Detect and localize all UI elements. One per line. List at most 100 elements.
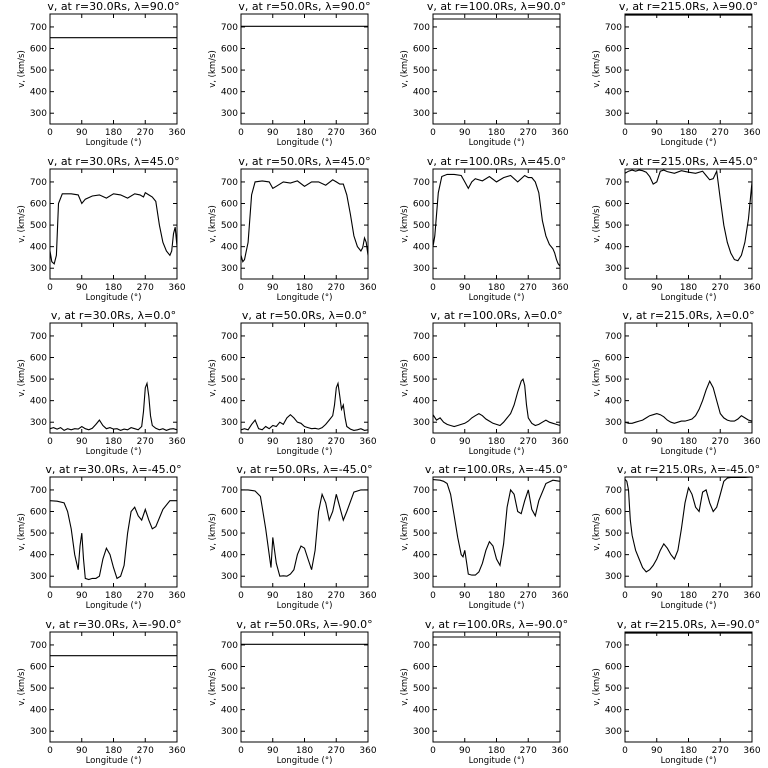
x-tick-label: 180 xyxy=(296,283,313,293)
y-tick-label: 400 xyxy=(413,88,430,98)
panel-r4-c1: v, at r=50.0Rs, λ=-90.0° 0 90 180 270 360 300 4… xyxy=(208,618,377,766)
panel-r0-c3: v, at r=215.0Rs, λ=90.0° 0 90 180 270 360 300 4… xyxy=(592,0,761,148)
y-tick-label: 300 xyxy=(221,109,238,119)
x-tick-label: 0 xyxy=(47,128,53,138)
panel-r1-c2: v, at r=100.0Rs, λ=45.0° 0 90 180 270 360 300 4… xyxy=(400,155,569,303)
x-tick-label: 180 xyxy=(296,746,313,756)
panel-title: v, at r=100.0Rs, λ=-90.0° xyxy=(425,618,568,631)
x-tick-label: 180 xyxy=(488,128,505,138)
y-tick-label: 700 xyxy=(30,332,47,342)
x-axis-label: Longitude (°) xyxy=(661,756,717,766)
y-tick-label: 500 xyxy=(30,529,47,539)
y-tick-label: 700 xyxy=(413,23,430,33)
panel-title: v, at r=215.0Rs, λ=-45.0° xyxy=(617,463,760,476)
y-tick-label: 700 xyxy=(605,641,622,651)
panel-r0-c1: v, at r=50.0Rs, λ=90.0° 0 90 180 270 360 300 40… xyxy=(208,0,377,148)
panel-title: v, at r=30.0Rs, λ=45.0° xyxy=(47,155,179,168)
x-tick-label: 180 xyxy=(680,591,697,601)
x-tick-label: 0 xyxy=(47,591,53,601)
x-tick-label: 180 xyxy=(105,437,122,447)
panel-r1-c3: v, at r=215.0Rs, λ=45.0° 0 90 180 270 360 300 4… xyxy=(592,155,761,303)
x-tick-label: 0 xyxy=(622,591,628,601)
y-axis-label: v, (km/s) xyxy=(17,668,27,706)
panel-r3-c3: v, at r=215.0Rs, λ=-45.0° 0 90 180 270 360 300… xyxy=(592,463,761,611)
x-tick-label: 360 xyxy=(168,283,185,293)
y-tick-label: 400 xyxy=(221,706,238,716)
x-tick-label: 0 xyxy=(622,283,628,293)
y-tick-label: 600 xyxy=(221,354,238,364)
y-tick-label: 600 xyxy=(30,354,47,364)
x-tick-label: 270 xyxy=(328,437,345,447)
y-tick-label: 600 xyxy=(30,45,47,55)
data-line xyxy=(433,173,560,267)
x-tick-label: 90 xyxy=(651,591,663,601)
panel-r1-c1: v, at r=50.0Rs, λ=45.0° 0 90 180 270 360 300 40… xyxy=(208,155,377,303)
x-tick-label: 270 xyxy=(137,283,154,293)
x-tick-label: 180 xyxy=(296,591,313,601)
x-tick-label: 360 xyxy=(359,128,376,138)
y-tick-label: 500 xyxy=(30,221,47,231)
y-tick-label: 400 xyxy=(30,397,47,407)
y-tick-label: 700 xyxy=(221,486,238,496)
x-tick-label: 360 xyxy=(743,437,760,447)
panel-r3-c1: v, at r=50.0Rs, λ=-45.0° 0 90 180 270 360 300 4… xyxy=(208,463,377,611)
panel-title: v, at r=30.0Rs, λ=0.0° xyxy=(51,309,176,322)
y-tick-label: 600 xyxy=(413,200,430,210)
x-tick-label: 0 xyxy=(430,591,436,601)
x-tick-label: 0 xyxy=(238,128,244,138)
y-tick-label: 600 xyxy=(413,508,430,518)
y-tick-label: 400 xyxy=(413,706,430,716)
panel-title: v, at r=50.0Rs, λ=-45.0° xyxy=(236,463,372,476)
y-axis-label: v, (km/s) xyxy=(400,359,410,397)
x-tick-label: 90 xyxy=(76,437,88,447)
x-tick-label: 270 xyxy=(520,746,537,756)
panel-title: v, at r=215.0Rs, λ=45.0° xyxy=(619,155,758,168)
x-tick-label: 270 xyxy=(520,591,537,601)
x-tick-label: 180 xyxy=(488,283,505,293)
data-line xyxy=(625,169,752,262)
y-tick-label: 500 xyxy=(30,66,47,76)
panel-title: v, at r=50.0Rs, λ=90.0° xyxy=(238,0,370,13)
y-tick-label: 400 xyxy=(605,88,622,98)
y-tick-label: 400 xyxy=(605,397,622,407)
y-axis-label: v, (km/s) xyxy=(592,359,602,397)
y-tick-label: 700 xyxy=(413,178,430,188)
y-tick-label: 700 xyxy=(605,23,622,33)
panel-r2-c1: v, at r=50.0Rs, λ=0.0° 0 90 180 270 360 300 400… xyxy=(208,309,377,457)
plot-frame xyxy=(432,168,561,280)
x-tick-label: 270 xyxy=(712,437,729,447)
x-tick-label: 360 xyxy=(551,283,568,293)
y-tick-label: 400 xyxy=(605,551,622,561)
y-tick-label: 700 xyxy=(413,332,430,342)
y-tick-label: 300 xyxy=(605,418,622,428)
plot-frame xyxy=(49,631,178,743)
y-tick-label: 500 xyxy=(413,221,430,231)
x-axis-label: Longitude (°) xyxy=(86,447,142,457)
x-axis-label: Longitude (°) xyxy=(661,293,717,303)
y-tick-label: 300 xyxy=(221,572,238,582)
x-tick-label: 360 xyxy=(551,746,568,756)
x-tick-label: 360 xyxy=(359,437,376,447)
x-tick-label: 0 xyxy=(238,437,244,447)
panel-title: v, at r=215.0Rs, λ=-90.0° xyxy=(617,618,760,631)
data-line xyxy=(241,489,368,577)
y-tick-label: 600 xyxy=(605,508,622,518)
x-tick-label: 270 xyxy=(137,437,154,447)
x-axis-label: Longitude (°) xyxy=(661,138,717,148)
y-tick-label: 400 xyxy=(30,706,47,716)
y-tick-label: 300 xyxy=(413,418,430,428)
x-tick-label: 90 xyxy=(459,746,471,756)
x-tick-label: 0 xyxy=(622,746,628,756)
y-tick-label: 700 xyxy=(221,178,238,188)
x-tick-label: 360 xyxy=(743,746,760,756)
x-tick-label: 180 xyxy=(105,746,122,756)
x-tick-label: 270 xyxy=(520,437,537,447)
y-tick-label: 300 xyxy=(413,572,430,582)
plot-frame xyxy=(49,13,178,125)
x-tick-label: 270 xyxy=(328,283,345,293)
y-axis-label: v, (km/s) xyxy=(17,513,27,551)
y-tick-label: 600 xyxy=(605,663,622,673)
y-tick-label: 300 xyxy=(30,572,47,582)
x-tick-label: 360 xyxy=(743,591,760,601)
y-axis-label: v, (km/s) xyxy=(17,359,27,397)
